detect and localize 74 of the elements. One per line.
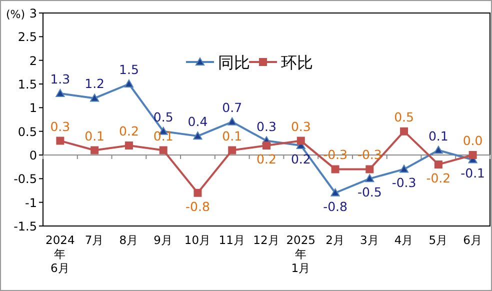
data-label: 0.3 — [50, 118, 70, 134]
x-tick-label: 8月 — [119, 233, 139, 247]
data-label: 0.2 — [290, 152, 311, 167]
data-label: 0.1 — [222, 128, 242, 144]
y-tick-label: 2 — [29, 54, 37, 68]
x-tick-label: 12月 — [253, 233, 280, 247]
point — [228, 117, 237, 126]
y-tick-label: 1.5 — [18, 78, 37, 92]
data-label: 0.5 — [394, 109, 414, 124]
x-tick-label: 3月 — [360, 233, 380, 247]
point — [193, 132, 202, 140]
point — [124, 80, 134, 88]
x-tick-label: 2025 年 1月 — [286, 233, 316, 275]
legend-label: 同比 — [218, 53, 250, 72]
data-label: 0.1 — [153, 128, 174, 144]
x-tick-label: 9月 — [154, 233, 174, 247]
data-label: 0.3 — [256, 118, 276, 134]
y-tick-label: -1 — [25, 196, 37, 210]
point — [90, 146, 99, 154]
point — [56, 136, 64, 145]
point — [159, 146, 168, 154]
data-label: -0.3 — [357, 147, 382, 162]
point — [296, 136, 305, 145]
data-label: 0.7 — [222, 100, 242, 115]
y-tick-label: 2.5 — [18, 30, 37, 44]
y-tick-label: 1 — [29, 101, 37, 116]
legend-label: 环比 — [281, 53, 313, 72]
data-label: 1.2 — [84, 76, 105, 92]
data-label: -0.3 — [392, 175, 416, 190]
data-label: 1.3 — [50, 71, 70, 86]
point — [124, 142, 133, 150]
data-label: -0.5 — [357, 184, 382, 200]
data-label: -0.2 — [426, 170, 451, 186]
point — [468, 151, 477, 159]
x-tick-label: 11月 — [218, 233, 246, 247]
point — [228, 146, 236, 154]
x-tick-label: 5月 — [428, 233, 448, 247]
data-label: 0.5 — [153, 109, 174, 124]
point — [366, 165, 374, 174]
point — [262, 142, 270, 150]
data-label: 0.3 — [290, 118, 311, 134]
data-label: 1.5 — [119, 62, 139, 77]
point — [330, 188, 340, 196]
y-tick-label: 0 — [29, 148, 37, 162]
y-tick-label: -1.5 — [14, 220, 37, 234]
x-tick-label: 2024 年 6月 — [46, 233, 75, 275]
point — [434, 146, 443, 154]
x-tick-label: 10月 — [184, 233, 212, 247]
y-tick-label: -0.5 — [14, 172, 37, 186]
point — [194, 188, 202, 197]
point — [365, 174, 374, 182]
y-tick-label: 3 — [29, 6, 37, 20]
data-label: 0.1 — [84, 128, 105, 144]
y-tick-label: 0.5 — [18, 124, 37, 139]
data-label: 0.2 — [119, 124, 139, 139]
point — [400, 164, 409, 173]
x-tick-label: 2月 — [326, 233, 345, 247]
point — [56, 88, 65, 97]
data-label: 0.0 — [462, 133, 483, 148]
point — [434, 160, 442, 168]
data-label: 0.1 — [428, 128, 448, 144]
y-axis-title: (%) — [6, 8, 26, 21]
data-label: 0.2 — [256, 152, 276, 167]
x-tick-label: 6月 — [463, 233, 482, 247]
data-label: 0.4 — [188, 114, 208, 130]
data-label: -0.3 — [323, 147, 348, 162]
data-label: -0.1 — [460, 166, 486, 181]
point — [90, 94, 100, 102]
x-tick-label: 4月 — [394, 233, 414, 247]
x-tick-label: 7月 — [84, 233, 104, 247]
point — [400, 127, 408, 136]
point — [331, 165, 340, 174]
data-label: -0.8 — [323, 198, 348, 214]
data-label: -0.8 — [186, 198, 210, 214]
